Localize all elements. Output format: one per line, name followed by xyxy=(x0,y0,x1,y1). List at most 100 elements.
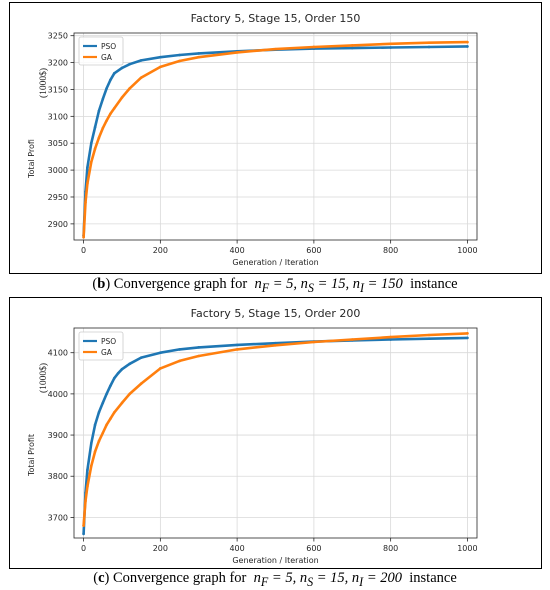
data-point-ga xyxy=(235,348,239,351)
data-point-ga xyxy=(128,392,131,396)
x-tick-label: 600 xyxy=(306,246,321,255)
data-point-ga xyxy=(197,55,201,59)
x-tick-label: 800 xyxy=(383,544,398,553)
data-point-ga xyxy=(312,340,316,344)
data-point-pso xyxy=(389,46,392,49)
data-point-ga xyxy=(139,76,143,79)
y-tick-label: 2950 xyxy=(48,193,68,202)
data-point-ga xyxy=(274,343,277,347)
data-point-pso xyxy=(82,532,85,536)
x-tick-label: 400 xyxy=(229,246,244,255)
data-point-pso xyxy=(97,109,101,113)
y-tick-label: 3050 xyxy=(48,139,68,148)
data-point-pso xyxy=(466,336,469,340)
plot-frame xyxy=(73,327,478,539)
data-point-pso xyxy=(120,367,124,371)
caption-c-formula: nF = 5, nS = 15, nI = 200 xyxy=(253,570,402,589)
data-point-ga xyxy=(109,417,112,420)
x-axis-label: Generation / Iteration xyxy=(232,258,318,267)
data-point-pso xyxy=(93,423,97,427)
data-point-ga xyxy=(235,51,239,54)
series-line-ga xyxy=(82,332,469,527)
data-point-ga xyxy=(82,236,85,239)
data-point-ga xyxy=(86,485,89,488)
x-tick-label: 1000 xyxy=(457,246,477,255)
data-point-ga xyxy=(105,119,108,122)
data-point-pso xyxy=(116,371,120,375)
y-tick-label: 2900 xyxy=(48,220,68,229)
data-point-ga xyxy=(101,431,105,435)
y-tick-label: 4100 xyxy=(48,349,68,358)
x-tick-label: 0 xyxy=(81,246,86,255)
data-point-pso xyxy=(274,341,277,345)
legend-label-ga: GA xyxy=(101,53,113,62)
data-point-pso xyxy=(159,55,162,59)
legend-label-pso: PSO xyxy=(101,337,116,346)
convergence-chart-c: Factory 5, Stage 15, Order 200 0 200 400 600… xyxy=(27,307,478,565)
chart-title: Factory 5, Stage 15, Order 200 xyxy=(191,307,361,320)
data-point-ga xyxy=(159,367,162,370)
y-tick-label: 3200 xyxy=(48,59,68,68)
y-axis-label: Total Profit xyxy=(27,434,36,477)
data-point-ga xyxy=(97,439,101,443)
data-point-pso xyxy=(113,376,116,380)
data-point-pso xyxy=(113,72,116,75)
data-point-ga xyxy=(350,338,354,341)
data-point-pso xyxy=(89,441,93,445)
data-point-ga xyxy=(197,354,201,358)
y-axis-label: Total Profi xyxy=(27,139,36,179)
data-point-ga xyxy=(466,40,469,44)
x-axis-label: Generation / Iteration xyxy=(232,556,318,565)
data-point-pso xyxy=(86,166,89,169)
data-point-ga xyxy=(113,106,116,110)
data-point-pso xyxy=(389,338,392,341)
data-point-ga xyxy=(274,47,277,51)
data-point-pso xyxy=(197,52,201,55)
data-point-ga xyxy=(389,335,392,339)
data-point-ga xyxy=(120,401,124,405)
data-point-ga xyxy=(128,87,131,90)
series-line-ga xyxy=(82,40,469,239)
data-point-ga xyxy=(466,332,469,335)
data-point-ga xyxy=(178,59,181,63)
y-tick-label: 3100 xyxy=(48,112,68,121)
data-point-pso xyxy=(159,351,162,355)
data-point-ga xyxy=(427,41,431,44)
chart-panel-b: Factory 5, Stage 15, Order 150 0 200 400 600… xyxy=(9,2,542,274)
data-point-pso xyxy=(139,59,143,62)
x-tick-label: 800 xyxy=(383,246,398,255)
data-point-pso xyxy=(427,337,431,341)
data-point-ga xyxy=(101,126,105,130)
caption-b-formula: nF = 5, nS = 15, nI = 150 xyxy=(254,276,403,295)
data-point-ga xyxy=(389,42,392,46)
data-point-pso xyxy=(105,87,108,90)
data-point-ga xyxy=(109,112,112,115)
data-point-pso xyxy=(197,346,201,349)
convergence-chart-b: Factory 5, Stage 15, Order 150 0 200 400 600… xyxy=(27,12,478,267)
x-tick-label: 200 xyxy=(153,544,168,553)
y-tick-label: 3250 xyxy=(48,32,68,41)
series-line-pso xyxy=(82,45,469,237)
data-point-pso xyxy=(466,45,469,48)
chart-title: Factory 5, Stage 15, Order 150 xyxy=(191,12,361,25)
caption-b-text: Convergence graph for xyxy=(113,276,248,292)
y-tick-label: 3150 xyxy=(48,85,68,94)
data-point-ga xyxy=(120,96,124,99)
data-point-ga xyxy=(84,201,87,204)
data-point-ga xyxy=(93,450,97,453)
legend-label-pso: PSO xyxy=(101,42,116,51)
caption-c-label: (c) xyxy=(93,570,110,586)
caption-c-suffix: instance xyxy=(409,570,457,586)
caption-c-text: Convergence graph for xyxy=(112,570,247,586)
caption-b: (b) Convergence graph for nF = 5, nS = 1… xyxy=(0,276,550,296)
chart-panel-c: Factory 5, Stage 15, Order 200 0 200 400 600… xyxy=(9,297,542,569)
plot-frame xyxy=(73,32,478,241)
data-point-ga xyxy=(93,147,97,150)
legend-label-ga: GA xyxy=(101,348,113,357)
data-point-ga xyxy=(89,160,93,164)
data-point-pso xyxy=(139,356,143,359)
data-point-pso xyxy=(109,384,112,387)
data-point-pso xyxy=(93,125,97,129)
data-point-pso xyxy=(128,62,131,66)
data-point-ga xyxy=(159,65,162,69)
